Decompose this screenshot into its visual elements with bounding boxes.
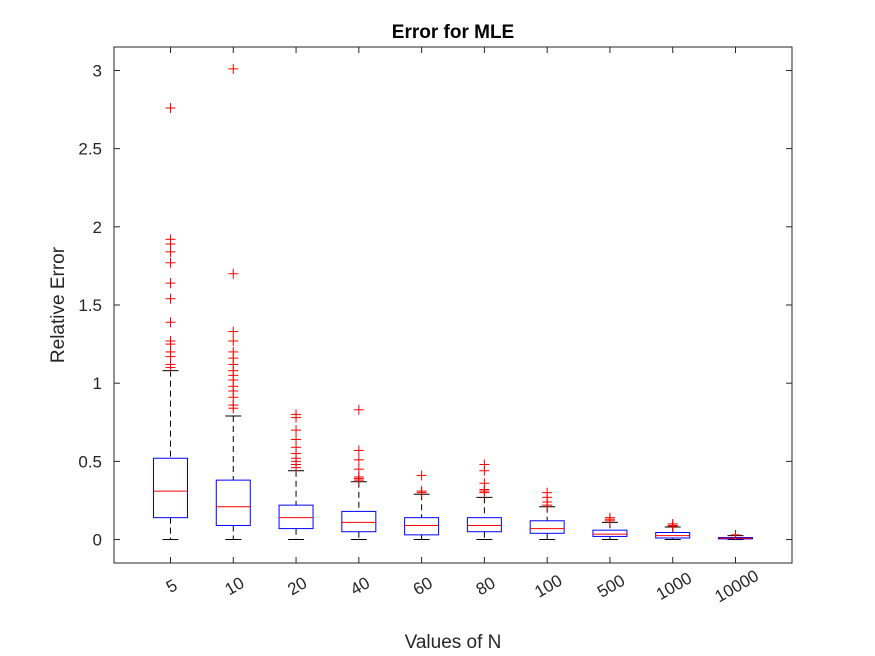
outlier-marker	[291, 434, 302, 445]
outlier-marker	[353, 454, 364, 465]
outlier-marker	[479, 459, 490, 470]
outlier-marker	[228, 63, 239, 74]
outlier-marker	[667, 518, 678, 529]
outlier-marker	[165, 102, 176, 113]
iqr-box	[153, 457, 188, 519]
x-axis-title: Values of N	[405, 632, 502, 653]
outlier-marker	[228, 268, 239, 279]
outlier-marker	[165, 317, 176, 328]
iqr-box	[466, 517, 502, 533]
outlier-marker	[291, 425, 302, 436]
outlier-marker	[416, 470, 427, 481]
outlier-marker	[228, 346, 239, 357]
outlier-marker	[353, 464, 364, 475]
outlier-marker	[416, 486, 427, 497]
iqr-box	[278, 504, 314, 530]
outlier-marker	[353, 404, 364, 415]
y-tick-label: 2.5	[78, 140, 102, 159]
box-10	[215, 63, 251, 541]
outlier-marker	[165, 234, 176, 245]
outlier-marker	[165, 293, 176, 304]
box-series	[153, 63, 753, 541]
y-tick-label: 0.5	[78, 452, 102, 471]
iqr-box	[404, 517, 440, 536]
box-1000	[655, 518, 691, 541]
outlier-marker	[479, 478, 490, 489]
y-tick-label: 1	[93, 374, 102, 393]
outlier-marker	[165, 278, 176, 289]
y-tick-label: 0	[93, 531, 102, 550]
outlier-marker	[228, 335, 239, 346]
outlier-marker	[604, 512, 615, 523]
outlier-marker	[542, 487, 553, 498]
box-5	[153, 102, 188, 541]
outlier-marker	[353, 445, 364, 456]
box-20	[278, 409, 314, 541]
chart-title: Error for MLE	[392, 22, 514, 43]
outlier-marker	[730, 529, 741, 540]
plot-area	[113, 46, 793, 564]
box-10000	[718, 529, 753, 541]
y-tick-label: 2	[93, 218, 102, 237]
box-100	[529, 487, 565, 541]
box-60	[404, 470, 440, 541]
box-80	[466, 459, 502, 541]
iqr-box	[215, 479, 251, 526]
box-500	[592, 512, 628, 541]
box-40	[341, 404, 377, 541]
outlier-marker	[228, 326, 239, 337]
iqr-box	[341, 510, 377, 533]
outlier-marker	[165, 335, 176, 346]
outlier-marker	[165, 257, 176, 268]
y-axis-title: Relative Error	[48, 246, 69, 363]
iqr-box	[592, 529, 628, 537]
y-tick-label: 3	[93, 61, 102, 80]
y-tick-label: 1.5	[78, 296, 102, 315]
iqr-box	[529, 520, 565, 534]
outlier-marker	[291, 409, 302, 420]
